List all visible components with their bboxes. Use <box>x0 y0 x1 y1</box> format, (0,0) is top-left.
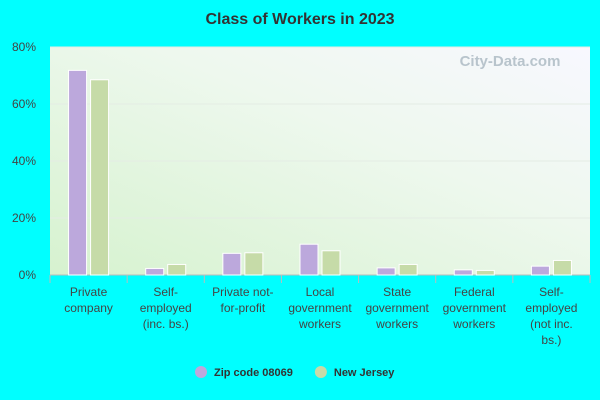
bar <box>321 250 341 276</box>
watermark: City-Data.com <box>460 53 561 70</box>
y-tick-label: 0% <box>19 268 37 282</box>
x-tick-label: Self-employed (inc. bs.) <box>140 285 192 331</box>
legend-swatch <box>195 366 207 378</box>
legend-label: Zip code 08069 <box>214 367 293 379</box>
bar <box>376 267 396 276</box>
y-tick-label: 20% <box>12 211 36 225</box>
chart-title: Class of Workers in 2023 <box>205 11 394 28</box>
bar <box>167 263 187 276</box>
bar <box>244 252 264 276</box>
x-tick-label: Federal government workers <box>443 285 507 331</box>
legend-swatch <box>314 366 327 378</box>
bar <box>552 259 572 276</box>
bar <box>145 267 165 276</box>
bar <box>68 69 88 276</box>
y-tick-label: 80% <box>12 40 36 54</box>
bar <box>475 269 495 276</box>
bar <box>299 243 319 276</box>
bar <box>453 269 473 276</box>
x-tick-label: Private company <box>64 285 113 315</box>
bar <box>530 265 550 276</box>
x-tick-label: Local government workers <box>288 285 352 331</box>
legend-label: New Jersey <box>334 367 395 379</box>
x-tick-label: State government workers <box>365 285 429 331</box>
bar <box>222 252 242 276</box>
y-tick-label: 40% <box>12 154 36 168</box>
y-tick-label: 60% <box>12 97 36 111</box>
bar <box>90 79 110 276</box>
bar <box>398 263 418 276</box>
x-tick-label: Private not-for-profit <box>212 285 273 315</box>
x-tick-label: Self-employed (not inc. bs.) <box>525 285 577 347</box>
